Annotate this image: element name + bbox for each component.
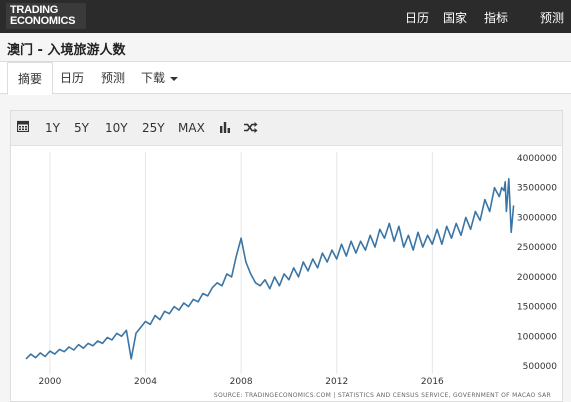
tab-download[interactable]: 下载 — [141, 62, 179, 94]
range-10y-button[interactable]: 10Y — [105, 121, 128, 135]
shuffle-icon[interactable] — [244, 122, 258, 136]
y-tick-label: 3500000 — [517, 184, 557, 194]
range-5y-button[interactable]: 5Y — [74, 121, 89, 135]
x-tick-label: 2008 — [230, 377, 253, 387]
title-bar: 澳门 - 入境旅游人数 — [0, 33, 571, 62]
y-tick-label: 4000000 — [517, 154, 557, 164]
series-line — [25, 177, 515, 360]
x-axis: 2000 2004 2008 2012 2016 — [38, 377, 444, 387]
logo-line-1: TRADING — [10, 4, 59, 16]
chart-toolbar: 1Y 5Y 10Y 25Y MAX — [11, 111, 562, 146]
source-attribution: SOURCE: TRADINGECONOMICS.COM | STATISTIC… — [214, 392, 551, 399]
x-tick-label: 2016 — [421, 377, 444, 387]
tab-calendar[interactable]: 日历 — [60, 71, 85, 85]
x-tick-label: 2012 — [325, 377, 348, 387]
y-tick-label: 2500000 — [517, 243, 557, 253]
tab-download-label: 下载 — [141, 71, 166, 85]
nav-forecast[interactable]: 预测 — [540, 11, 565, 25]
range-max-button[interactable]: MAX — [178, 121, 205, 135]
y-tick-label: 500000 — [523, 362, 558, 372]
y-tick-label: 1000000 — [517, 332, 557, 342]
chart-panel: 1Y 5Y 10Y 25Y MAX 500000 1000000 1500000 20… — [10, 110, 563, 402]
top-navigation-bar: TRADING ECONOMICS 日历 国家 指标 预测 — [0, 0, 571, 33]
x-tick-label: 2000 — [38, 377, 61, 387]
nav-indicators[interactable]: 指标 — [484, 11, 509, 25]
range-1y-button[interactable]: 1Y — [45, 121, 60, 135]
tab-forecast[interactable]: 预测 — [101, 71, 126, 85]
tab-summary[interactable]: 摘要 — [7, 62, 54, 95]
page-title: 澳门 - 入境旅游人数 — [7, 43, 126, 58]
x-tick-label: 2004 — [134, 377, 157, 387]
calendar-icon[interactable] — [16, 120, 30, 135]
trading-economics-logo[interactable]: TRADING ECONOMICS — [6, 3, 86, 29]
nav-countries[interactable]: 国家 — [443, 11, 468, 25]
y-tick-label: 1500000 — [517, 303, 557, 313]
chevron-down-icon — [170, 76, 179, 81]
bar-chart-icon[interactable] — [219, 122, 231, 136]
range-25y-button[interactable]: 25Y — [142, 121, 165, 135]
y-tick-label: 3000000 — [517, 213, 557, 223]
nav-calendar[interactable]: 日历 — [405, 11, 430, 25]
line-chart: 500000 1000000 1500000 2000000 2500000 300000… — [25, 152, 557, 399]
y-axis: 500000 1000000 1500000 2000000 2500000 300000… — [517, 154, 557, 372]
tab-bar: 摘要 日历 预测 下载 — [0, 62, 571, 95]
logo-line-2: ECONOMICS — [10, 15, 76, 27]
y-tick-label: 2000000 — [517, 273, 557, 283]
chart-grid — [49, 152, 433, 374]
